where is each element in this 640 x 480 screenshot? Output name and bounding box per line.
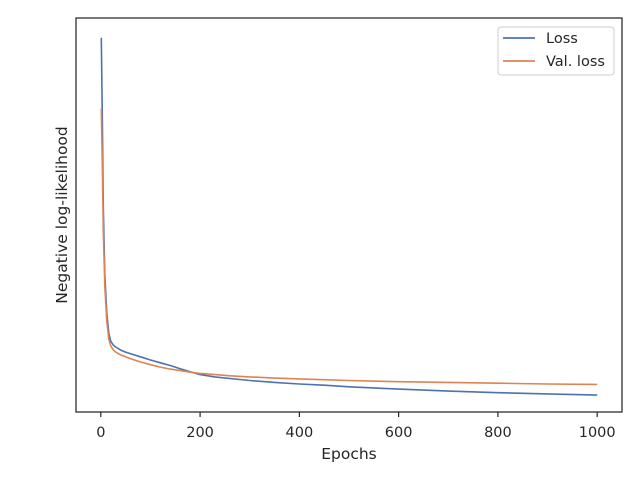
legend-label-val-loss: Val. loss <box>546 54 605 70</box>
x-tick-label: 1000 <box>579 425 616 441</box>
plot-area <box>75 17 623 413</box>
x-axis-ticks: 0 200 400 600 800 1000 <box>96 412 616 441</box>
y-axis-label: Negative log-likelihood <box>53 126 71 304</box>
x-tick-label: 600 <box>385 425 413 441</box>
legend-label-loss: Loss <box>546 31 578 47</box>
x-tick-label: 200 <box>186 425 214 441</box>
legend: Loss Val. loss <box>497 26 615 76</box>
x-tick-label: 400 <box>286 425 314 441</box>
x-tick-label: 0 <box>96 425 105 441</box>
x-tick-label: 800 <box>484 425 512 441</box>
series-line-val-loss <box>100 108 598 386</box>
x-axis-label: Epochs <box>321 445 377 463</box>
series-layer <box>100 37 598 396</box>
legend-box <box>497 26 615 76</box>
